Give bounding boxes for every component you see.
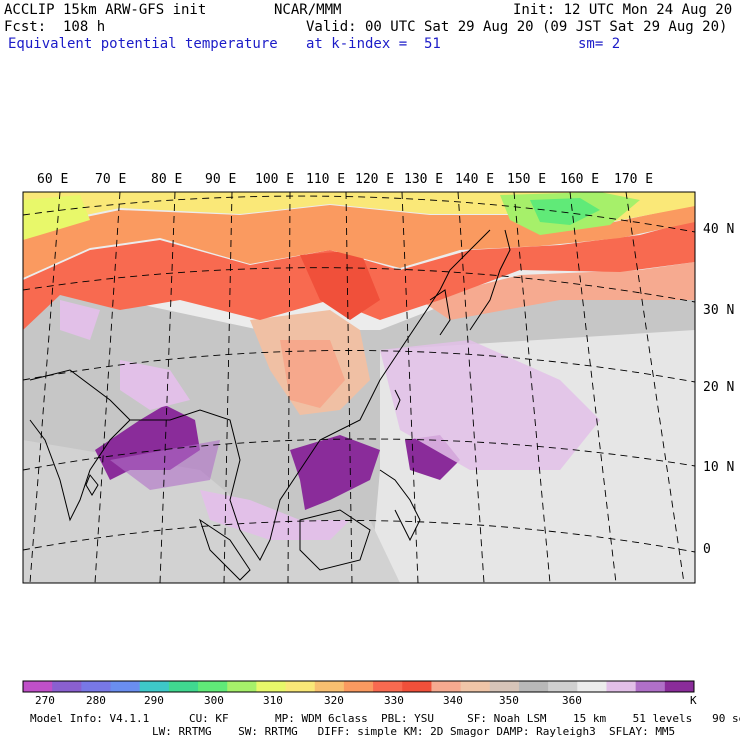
coast-srilanka — [85, 474, 99, 496]
colorbar-swatch — [489, 681, 520, 692]
colorbar-tick-label: 350 — [499, 694, 519, 707]
colorbar-tick-label: 320 — [324, 694, 344, 707]
longitude-label: 70 E — [95, 172, 127, 187]
colorbar-swatch — [23, 681, 53, 692]
coast-japan — [469, 229, 511, 331]
colorbar-swatch — [664, 681, 695, 692]
colorbar-swatch — [314, 681, 345, 692]
colorbar-swatch — [606, 681, 637, 692]
colorbar-swatch — [285, 681, 316, 692]
colorbar-swatch — [402, 681, 432, 692]
colorbar-tick-label: 290 — [144, 694, 164, 707]
init-time: Init: 12 UTC Mon 24 Aug 20 — [513, 2, 733, 18]
forecast-hour: Fcst: 108 h — [4, 19, 106, 35]
colorbar-swatch — [81, 681, 112, 692]
coast-sumatra — [199, 518, 251, 581]
colorbar-tick-label: 360 — [562, 694, 582, 707]
longitude-label: 130 E — [404, 172, 444, 187]
level-index: at k-index = 51 — [306, 36, 441, 52]
salmon-basin — [280, 340, 345, 408]
field-name: Equivalent potential temperature — [8, 36, 278, 52]
longitude-label: 100 E — [255, 172, 295, 187]
purple-scs — [290, 435, 380, 510]
colorbar-swatch — [577, 681, 607, 692]
latitude-label: 0 — [703, 542, 711, 557]
map-frame — [22, 191, 696, 584]
colorbar-swatch — [139, 681, 170, 692]
longitude-label: 120 E — [355, 172, 395, 187]
model-info-line2: LW: RRTMG SW: RRTMG DIFF: simple KM: 2D … — [152, 725, 676, 738]
colorbar-tick-label: 310 — [263, 694, 283, 707]
longitude-label: 60 E — [37, 172, 69, 187]
valid-time: Valid: 00 UTC Sat 29 Aug 20 (09 JST Sat … — [306, 19, 728, 35]
colorbar-tick-label: 300 — [204, 694, 224, 707]
latitude-label: 40 N — [703, 222, 735, 237]
longitude-label: 140 E — [455, 172, 495, 187]
colorbar-unit: K — [690, 694, 697, 707]
coast-borneo — [299, 509, 371, 571]
model-title: ACCLIP 15km ARW-GFS init — [4, 2, 207, 18]
colorbar-swatches — [23, 681, 695, 692]
center-label: NCAR/MMM — [274, 2, 342, 18]
lilac-1 — [60, 300, 100, 340]
colorbar-tick-label: 280 — [86, 694, 106, 707]
coast-korea — [429, 289, 451, 336]
longitude-label: 160 E — [560, 172, 600, 187]
yellow-west — [23, 195, 90, 240]
longitude-label: 110 E — [306, 172, 346, 187]
colorbar-swatch — [110, 681, 141, 692]
colorbar-swatch — [548, 681, 578, 692]
colorbar-swatch — [635, 681, 666, 692]
coast-india — [29, 369, 131, 522]
green-core — [530, 198, 600, 225]
colorbar-swatch — [52, 681, 82, 692]
lilac-3 — [200, 490, 350, 540]
latitude-label: 30 N — [703, 303, 735, 318]
colorbar-swatch — [373, 681, 403, 692]
model-info-line1: Model Info: V4.1.1 CU: KF MP: WDM 6class… — [30, 712, 740, 725]
longitude-label: 90 E — [205, 172, 237, 187]
red-core — [300, 250, 380, 320]
lilac-4 — [120, 360, 190, 410]
purple-mid — [110, 440, 220, 490]
colorbar-tick-label: 340 — [443, 694, 463, 707]
colorbar-swatch — [256, 681, 287, 692]
colorbar-swatch — [431, 681, 462, 692]
longitude-label: 170 E — [614, 172, 654, 187]
longitude-label: 80 E — [151, 172, 183, 187]
colorbar-swatch — [198, 681, 228, 692]
colorbar-frame — [22, 680, 695, 693]
colorbar-swatch — [227, 681, 257, 692]
colorbar-swatch — [343, 681, 374, 692]
colorbar-swatch — [168, 681, 199, 692]
colorbar-swatch — [518, 681, 549, 692]
lilac-2 — [380, 340, 600, 470]
salmon-east — [420, 262, 695, 320]
latitude-label: 20 N — [703, 380, 735, 395]
colorbar-tick-label: 270 — [35, 694, 55, 707]
longitude-label: 150 E — [507, 172, 547, 187]
smoothing-value: sm= 2 — [578, 36, 621, 52]
colorbar-tick-label: 330 — [384, 694, 404, 707]
latitude-label: 10 N — [703, 460, 735, 475]
colorbar-swatch — [460, 681, 491, 692]
coast-taiwan — [394, 389, 401, 411]
